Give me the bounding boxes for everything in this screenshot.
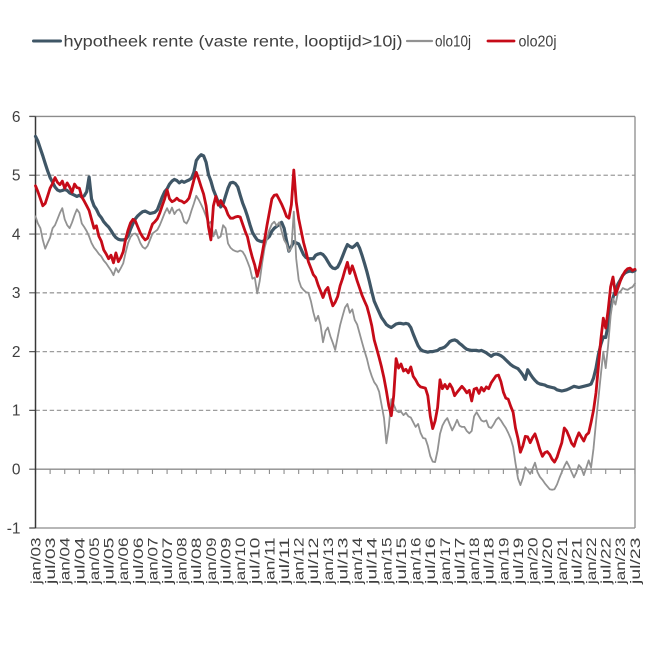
- svg-text:jan/06: jan/06: [115, 537, 131, 585]
- svg-text:jul/21: jul/21: [568, 537, 584, 585]
- svg-text:jul/19: jul/19: [510, 537, 526, 585]
- svg-text:5: 5: [12, 168, 21, 185]
- svg-text:4: 4: [12, 226, 21, 243]
- svg-text:jul/20: jul/20: [539, 537, 555, 585]
- svg-text:jul/17: jul/17: [451, 537, 467, 585]
- svg-text:jul/16: jul/16: [422, 537, 438, 585]
- svg-text:jan/13: jan/13: [320, 537, 336, 585]
- svg-text:jul/10: jul/10: [247, 537, 263, 585]
- svg-text:jul/09: jul/09: [217, 537, 233, 585]
- svg-text:jul/11: jul/11: [276, 537, 292, 585]
- svg-text:jul/07: jul/07: [159, 537, 175, 585]
- svg-text:jan/09: jan/09: [203, 537, 219, 585]
- svg-text:jan/03: jan/03: [27, 537, 43, 585]
- svg-text:2: 2: [12, 344, 21, 361]
- svg-text:jul/18: jul/18: [481, 537, 497, 585]
- svg-text:jan/21: jan/21: [554, 537, 570, 585]
- svg-text:jan/11: jan/11: [261, 537, 277, 585]
- svg-text:jan/18: jan/18: [466, 537, 482, 585]
- svg-text:jan/15: jan/15: [378, 537, 394, 585]
- svg-text:jan/16: jan/16: [408, 537, 424, 585]
- svg-text:jul/04: jul/04: [71, 537, 87, 585]
- svg-text:jan/05: jan/05: [86, 537, 102, 585]
- svg-text:-1: -1: [7, 520, 21, 537]
- svg-text:jan/08: jan/08: [174, 537, 190, 585]
- svg-text:jan/10: jan/10: [232, 537, 248, 585]
- svg-text:jan/17: jan/17: [437, 537, 453, 585]
- svg-text:jul/12: jul/12: [305, 537, 321, 585]
- svg-text:3: 3: [12, 285, 21, 302]
- svg-text:jan/23: jan/23: [612, 537, 628, 585]
- svg-text:jul/06: jul/06: [130, 537, 146, 585]
- svg-text:jul/05: jul/05: [101, 537, 117, 585]
- svg-text:jul/08: jul/08: [188, 537, 204, 585]
- svg-text:jan/14: jan/14: [349, 537, 365, 585]
- svg-text:jul/13: jul/13: [334, 537, 350, 585]
- svg-text:olo10j: olo10j: [435, 33, 471, 50]
- svg-text:jan/19: jan/19: [495, 537, 511, 585]
- svg-text:olo20j: olo20j: [519, 33, 557, 50]
- svg-text:jan/12: jan/12: [291, 537, 307, 585]
- svg-text:jan/20: jan/20: [525, 537, 541, 585]
- svg-text:0: 0: [12, 462, 21, 479]
- svg-text:jul/03: jul/03: [42, 537, 58, 585]
- svg-text:jul/15: jul/15: [393, 537, 409, 585]
- svg-text:1: 1: [12, 403, 21, 420]
- svg-text:jul/22: jul/22: [598, 537, 614, 585]
- svg-text:jul/14: jul/14: [364, 537, 380, 585]
- svg-text:jan/07: jan/07: [144, 537, 160, 585]
- svg-text:hypotheek rente (vaste rente,: hypotheek rente (vaste rente, looptijd>1…: [64, 33, 403, 50]
- svg-text:jan/04: jan/04: [57, 537, 73, 585]
- svg-text:6: 6: [12, 109, 21, 126]
- svg-text:jul/23: jul/23: [627, 537, 643, 585]
- svg-text:jan/22: jan/22: [583, 537, 599, 585]
